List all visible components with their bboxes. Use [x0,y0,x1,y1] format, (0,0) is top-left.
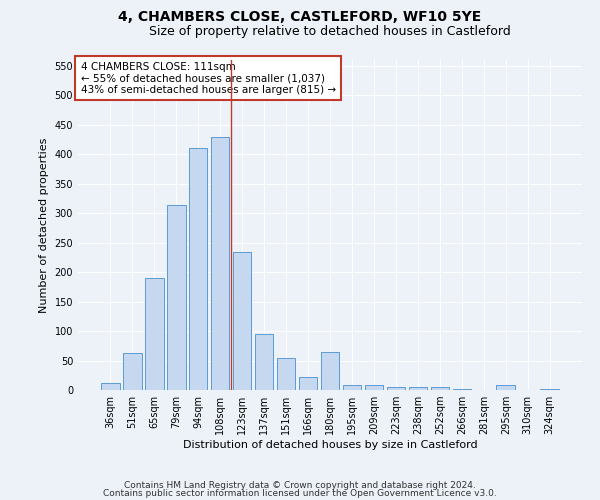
Bar [255,334,274,390]
Text: 4, CHAMBERS CLOSE, CASTLEFORD, WF10 5YE: 4, CHAMBERS CLOSE, CASTLEFORD, WF10 5YE [118,10,482,24]
Bar [386,387,405,390]
Bar [299,377,317,390]
Bar [541,389,559,390]
Bar [145,278,164,390]
Bar [189,148,208,390]
Y-axis label: Number of detached properties: Number of detached properties [39,138,49,312]
X-axis label: Distribution of detached houses by size in Castleford: Distribution of detached houses by size … [182,440,478,450]
Text: Contains public sector information licensed under the Open Government Licence v3: Contains public sector information licen… [103,488,497,498]
Bar [320,352,340,390]
Bar [343,386,361,390]
Bar [409,387,427,390]
Text: Contains HM Land Registry data © Crown copyright and database right 2024.: Contains HM Land Registry data © Crown c… [124,481,476,490]
Bar [123,354,142,390]
Bar [277,358,295,390]
Bar [431,387,449,390]
Bar [167,205,185,390]
Text: 4 CHAMBERS CLOSE: 111sqm
← 55% of detached houses are smaller (1,037)
43% of sem: 4 CHAMBERS CLOSE: 111sqm ← 55% of detach… [80,62,335,95]
Bar [233,252,251,390]
Bar [365,386,383,390]
Bar [496,386,515,390]
Bar [211,136,229,390]
Bar [101,383,119,390]
Title: Size of property relative to detached houses in Castleford: Size of property relative to detached ho… [149,25,511,38]
Bar [452,389,471,390]
